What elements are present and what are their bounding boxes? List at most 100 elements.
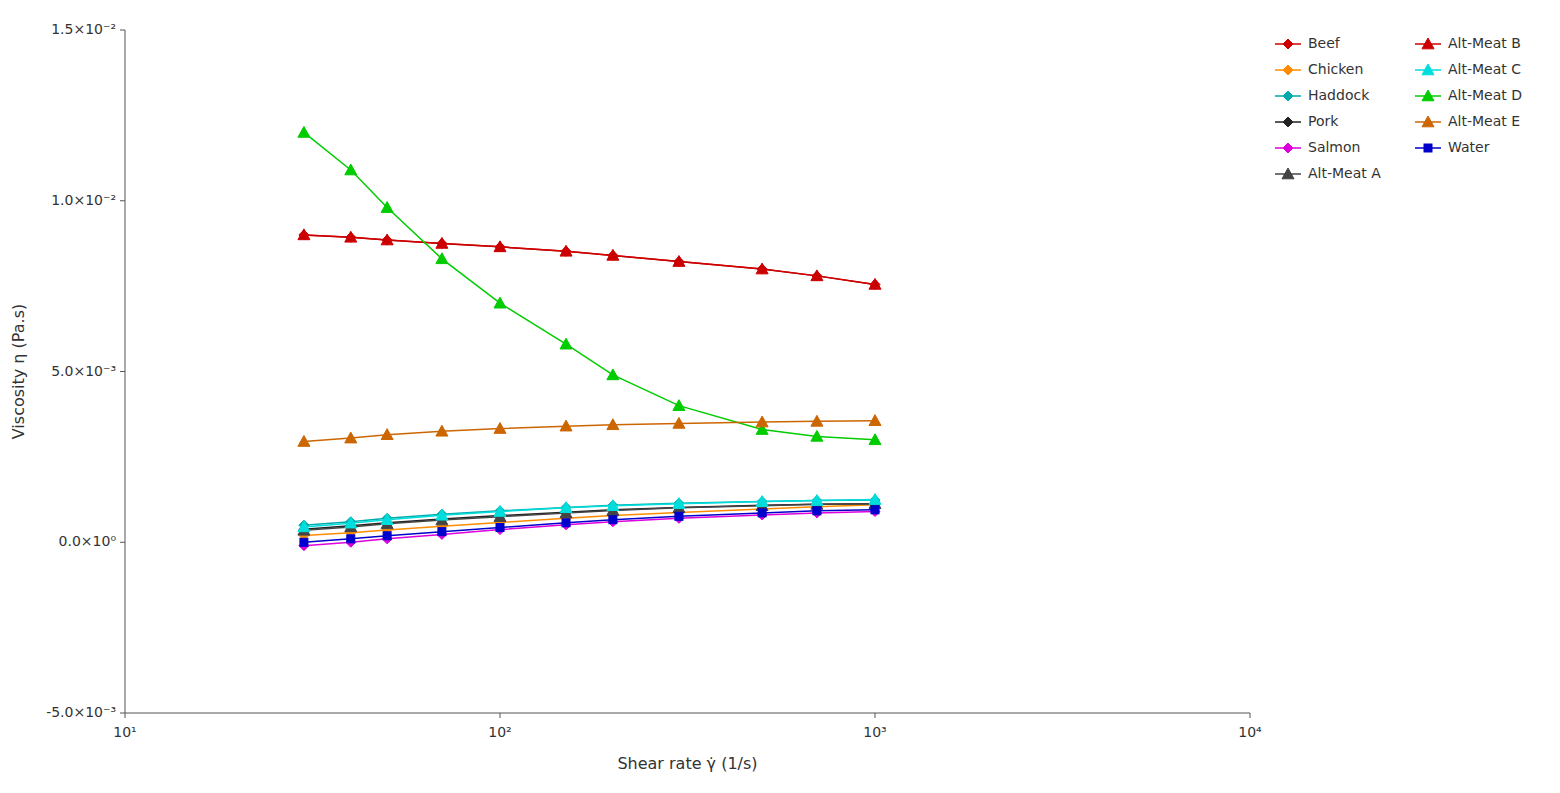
legend-label: Haddock — [1308, 87, 1370, 103]
data-point — [673, 400, 685, 411]
y-tick-label: 0.0×10⁰ — [59, 533, 117, 549]
data-point — [494, 297, 506, 308]
legend-marker — [1422, 116, 1434, 127]
legend-label: Alt-Meat E — [1448, 113, 1520, 129]
data-point — [757, 497, 767, 507]
data-point — [673, 256, 685, 267]
legend-entry: Chicken — [1275, 61, 1363, 77]
y-tick — [120, 30, 125, 31]
x-tick-label: 10¹ — [113, 724, 136, 740]
data-point — [675, 512, 683, 520]
data-point — [494, 241, 506, 252]
data-point — [560, 502, 572, 513]
legend-entry: Alt-Meat A — [1275, 165, 1381, 181]
legend-entry: Alt-Meat E — [1415, 113, 1520, 129]
data-point — [436, 509, 448, 520]
data-point — [298, 521, 310, 532]
legend-label: Alt-Meat C — [1448, 61, 1521, 77]
y-tick-label: -5.0×10⁻³ — [46, 704, 116, 720]
legend-label: Pork — [1308, 113, 1339, 129]
data-point — [561, 246, 571, 256]
data-point — [381, 429, 393, 440]
series-line — [304, 235, 875, 285]
legend-marker — [1283, 91, 1293, 101]
data-point — [560, 338, 572, 349]
data-point — [609, 516, 617, 524]
data-point — [811, 495, 823, 506]
data-point — [869, 434, 881, 445]
data-point — [607, 419, 619, 430]
data-point — [494, 423, 506, 434]
legend-label: Alt-Meat D — [1448, 87, 1522, 103]
legend-entry: Haddock — [1275, 87, 1370, 103]
data-point — [437, 509, 447, 519]
data-point — [381, 202, 393, 213]
legend-marker — [1283, 65, 1293, 75]
plot-data — [298, 126, 881, 550]
legend-marker — [1424, 144, 1432, 152]
legend-entry: Alt-Meat D — [1415, 87, 1522, 103]
legend-marker — [1283, 39, 1293, 49]
data-point — [298, 229, 310, 240]
legend-label: Alt-Meat B — [1448, 35, 1521, 51]
data-point — [812, 496, 822, 506]
data-point — [495, 506, 505, 516]
data-point — [383, 532, 391, 540]
data-point — [756, 496, 768, 507]
data-point — [560, 420, 572, 431]
data-point — [300, 538, 308, 546]
series — [299, 500, 880, 541]
series — [298, 415, 881, 447]
x-tick — [875, 713, 876, 718]
legend-entry: Pork — [1275, 113, 1339, 129]
chart-container: -5.0×10⁻³0.0×10⁰5.0×10⁻³1.0×10⁻²1.5×10⁻²… — [0, 0, 1560, 793]
series — [298, 498, 881, 535]
legend-label: Salmon — [1308, 139, 1360, 155]
data-point — [346, 232, 356, 242]
data-point — [495, 242, 505, 252]
data-point — [345, 164, 357, 175]
legend-marker — [1283, 143, 1293, 153]
x-tick-label: 10³ — [863, 724, 886, 740]
data-point — [345, 231, 357, 242]
data-point — [871, 506, 879, 514]
data-point — [757, 264, 767, 274]
data-point — [607, 500, 619, 511]
data-point — [345, 432, 357, 443]
data-point — [437, 238, 447, 248]
data-point — [870, 507, 880, 517]
legend-entry: Salmon — [1275, 139, 1360, 155]
y-tick-label: 5.0×10⁻³ — [51, 363, 116, 379]
series-line — [304, 504, 875, 530]
series-line — [304, 132, 875, 439]
data-point — [436, 425, 448, 436]
data-point — [673, 417, 685, 428]
legend-entry: Water — [1415, 139, 1490, 155]
data-point — [298, 436, 310, 447]
legend-entry: Beef — [1275, 35, 1341, 51]
x-tick — [500, 713, 501, 718]
x-tick-label: 10² — [488, 724, 511, 740]
data-point — [869, 415, 881, 426]
chart-svg: -5.0×10⁻³0.0×10⁰5.0×10⁻³1.0×10⁻²1.5×10⁻²… — [0, 0, 1560, 793]
x-tick-label: 10⁴ — [1238, 724, 1262, 740]
data-point — [811, 415, 823, 426]
y-tick-label: 1.0×10⁻² — [51, 192, 116, 208]
data-point — [560, 245, 572, 256]
data-point — [812, 271, 822, 281]
y-tick — [120, 542, 125, 543]
data-point — [756, 416, 768, 427]
data-point — [673, 498, 685, 509]
legend-entry: Alt-Meat C — [1415, 61, 1521, 77]
data-point — [496, 524, 504, 532]
legend-marker — [1422, 64, 1434, 75]
legend-label: Chicken — [1308, 61, 1363, 77]
data-point — [870, 279, 880, 289]
legend-entry: Alt-Meat B — [1415, 35, 1521, 51]
data-point — [608, 250, 618, 260]
data-point — [756, 263, 768, 274]
data-point — [674, 257, 684, 267]
y-tick — [120, 713, 125, 714]
data-point — [813, 507, 821, 515]
legend-label: Water — [1448, 139, 1490, 155]
